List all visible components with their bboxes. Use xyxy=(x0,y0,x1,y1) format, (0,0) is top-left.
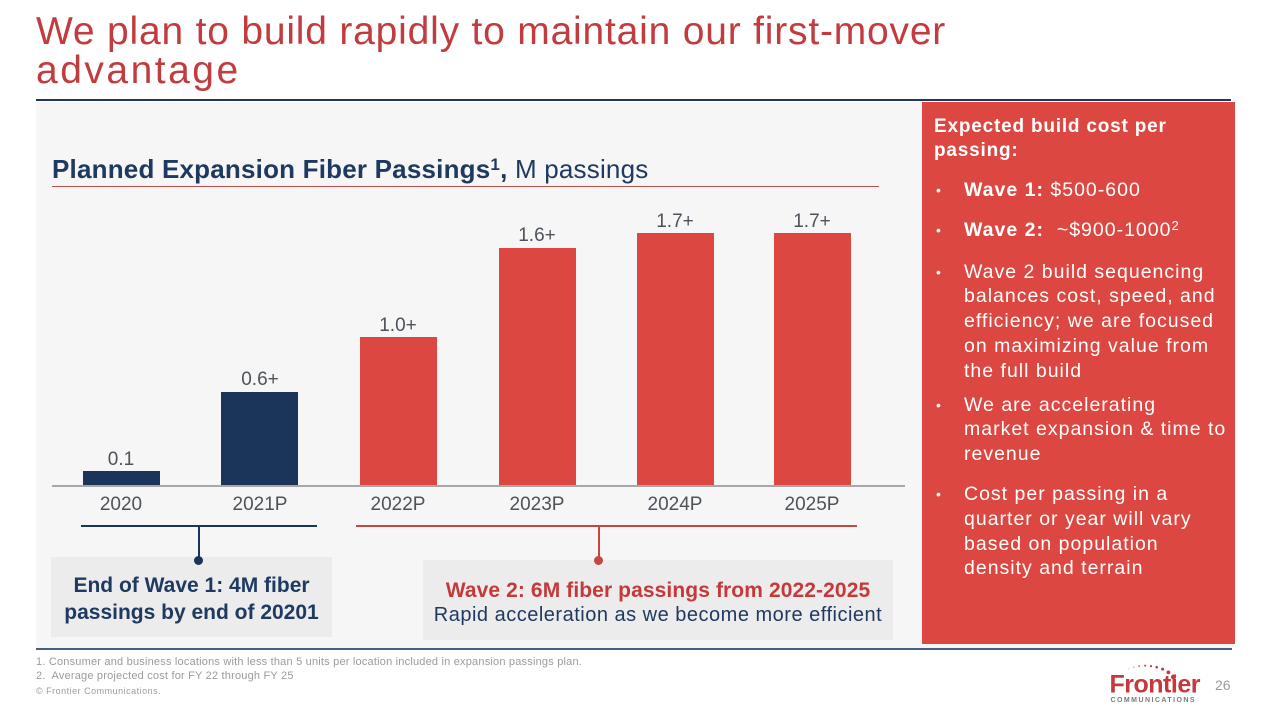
svg-text:COMMUNICATIONS: COMMUNICATIONS xyxy=(1111,697,1197,704)
svg-text:Frontier: Frontier xyxy=(1110,671,1201,699)
